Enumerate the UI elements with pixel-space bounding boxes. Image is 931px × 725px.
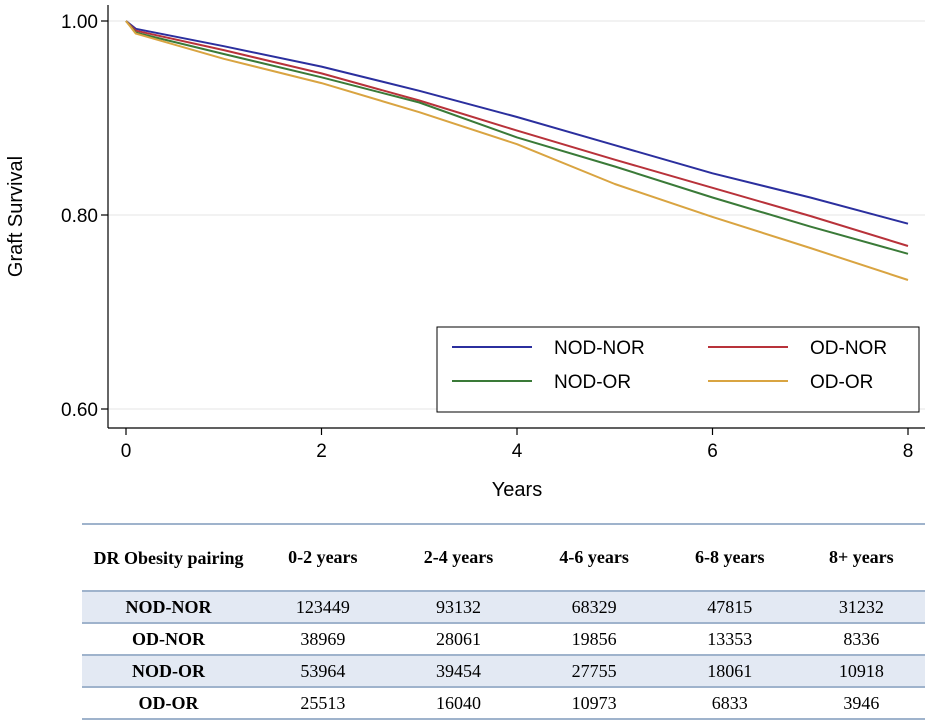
table-cell: 27755 — [571, 660, 617, 681]
axes: 0.60 0.80 1.00 0 2 4 6 8 — [61, 5, 925, 462]
x-tick-label-2: 2 — [316, 441, 327, 462]
y-tick-label-1.00: 1.00 — [61, 12, 98, 33]
series-line-nod-or — [125, 20, 909, 255]
legend-label-od-nor: OD-NOR — [810, 338, 887, 359]
legend-label-nod-nor: NOD-NOR — [554, 338, 645, 359]
table-header-col-4: 6-8 years — [695, 547, 765, 567]
table-cell: 93132 — [435, 596, 481, 617]
x-tick-label-4: 4 — [512, 441, 523, 462]
row-label: OD-OR — [138, 692, 199, 713]
legend: NOD-NOR OD-NOR NOD-OR OD-OR — [436, 326, 920, 413]
survival-chart: 0.60 0.80 1.00 0 2 4 6 8 NOD-NOR OD-NOR NOD-OR OD-… — [5, 5, 925, 501]
table-cell: 19856 — [571, 628, 617, 649]
series-line-od-or — [125, 20, 909, 281]
table-header-col-3: 4-6 years — [559, 547, 629, 567]
table-header-col-5: 8+ years — [828, 547, 894, 567]
table-cell: 47815 — [707, 596, 753, 617]
legend-box — [436, 326, 920, 413]
table-cell: 28061 — [435, 628, 481, 649]
row-label: NOD-NOR — [125, 596, 212, 617]
table-row: NOD-OR 53964 39454 27755 18061 10918 — [82, 655, 925, 687]
x-tick-label-0: 0 — [121, 441, 132, 462]
legend-label-od-or: OD-OR — [810, 372, 873, 393]
row-label: OD-NOR — [132, 628, 205, 649]
table-cell: 38969 — [300, 628, 346, 649]
y-tick-label-0.80: 0.80 — [61, 206, 98, 227]
y-axis-label: Graft Survival — [5, 156, 27, 277]
table-cell: 6833 — [711, 692, 748, 713]
table-cell: 18061 — [707, 660, 753, 681]
table-cell: 123449 — [295, 596, 350, 617]
table-cell: 10973 — [571, 692, 617, 713]
table-cell: 13353 — [707, 628, 753, 649]
table-header-row: DR Obesity pairing 0-2 years 2-4 years 4-6 … — [82, 524, 925, 591]
table-cell: 53964 — [300, 660, 346, 681]
table-cell: 25513 — [300, 692, 346, 713]
row-label: NOD-OR — [132, 660, 205, 681]
series-layer — [125, 20, 909, 281]
legend-label-nod-or: NOD-OR — [554, 372, 631, 393]
table-cell: 10918 — [838, 660, 884, 681]
x-axis-label: Years — [492, 479, 542, 501]
table-row: OD-NOR 38969 28061 19856 13353 8336 — [82, 623, 925, 655]
series-line-nod-nor — [125, 20, 909, 225]
y-tick-label-0.60: 0.60 — [61, 400, 98, 421]
x-tick-label-8: 8 — [903, 441, 914, 462]
table-header-pairing: DR Obesity pairing — [93, 547, 244, 568]
number-at-risk-table: DR Obesity pairing 0-2 years 2-4 years 4-6 … — [82, 523, 925, 720]
table-cell: 68329 — [571, 596, 617, 617]
table-cell: 39454 — [435, 660, 481, 681]
table-cell: 8336 — [843, 628, 880, 649]
table-cell: 31232 — [838, 596, 884, 617]
table-header-col-1: 0-2 years — [288, 547, 358, 567]
table-row: NOD-NOR 123449 93132 68329 47815 31232 — [82, 591, 925, 623]
series-line-od-nor — [125, 20, 909, 247]
table-cell: 16040 — [435, 692, 481, 713]
table-header-col-2: 2-4 years — [423, 547, 494, 567]
risk-table-container: DR Obesity pairing 0-2 years 2-4 years 4-6 … — [82, 523, 925, 720]
table-row: OD-OR 25513 16040 10973 6833 3946 — [82, 687, 925, 719]
x-tick-label-6: 6 — [707, 441, 718, 462]
table-cell: 3946 — [843, 692, 880, 713]
table-body: NOD-NOR 123449 93132 68329 47815 31232 OD-NOR 3… — [82, 591, 925, 719]
